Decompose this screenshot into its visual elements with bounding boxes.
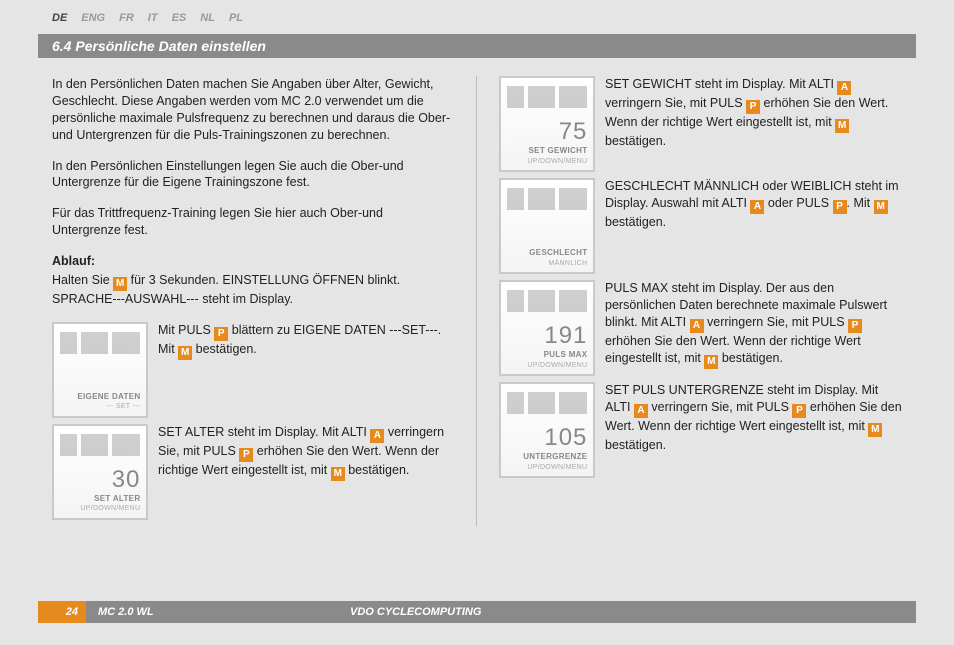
lang-eng[interactable]: ENG	[81, 12, 105, 24]
content: In den Persönlichen Daten machen Sie Ang…	[38, 58, 916, 526]
step-text: Mit PULS P blättern zu EIGENE DATEN ---S…	[158, 322, 454, 360]
puls-icon: P	[214, 327, 228, 341]
display-thumbnail: 75 SET GEWICHTUP/DOWN/MENU	[499, 76, 595, 172]
manual-page: DE ENG FR IT ES NL PL 6.4 Persönliche Daten ei…	[38, 0, 916, 645]
step-text: SET GEWICHT steht im Display. Mit ALTI A…	[605, 76, 902, 150]
menu-icon: M	[868, 423, 882, 437]
instruction-step: 191PULS MAXUP/DOWN/MENUPULS MAX steht im…	[499, 280, 902, 376]
lang-pl[interactable]: PL	[229, 12, 243, 24]
column-right: 75SET GEWICHTUP/DOWN/MENUSET GEWICHT ste…	[477, 76, 902, 526]
ablauf-heading: Ablauf:	[52, 253, 454, 270]
display-thumbnail: 191 PULS MAXUP/DOWN/MENU	[499, 280, 595, 376]
puls-icon: P	[792, 404, 806, 418]
puls-icon: P	[746, 100, 760, 114]
step-text: GESCHLECHT MÄNNLICH oder WEIBLICH steht …	[605, 178, 902, 231]
column-left: In den Persönlichen Daten machen Sie Ang…	[52, 76, 477, 526]
thumb-line2: UP/DOWN/MENU	[60, 504, 141, 513]
thumb-value: 30	[60, 468, 141, 492]
thumb-line2: MÄNNLICH	[507, 259, 588, 268]
puls-icon: P	[833, 200, 847, 214]
menu-icon: M	[178, 346, 192, 360]
alti-icon: A	[690, 319, 704, 333]
footer-brand: VDO CYCLECOMPUTING	[350, 601, 916, 623]
display-thumbnail: EIGENE DATEN--- SET ---	[52, 322, 148, 418]
page-number: 24	[38, 601, 86, 623]
language-bar: DE ENG FR IT ES NL PL	[38, 0, 916, 30]
thumb-line1: SET ALTER	[60, 494, 141, 505]
thumb-value: 105	[507, 426, 588, 450]
intro-paragraph: Für das Trittfrequenz-Training legen Sie…	[52, 205, 454, 239]
instruction-step: 30 SET ALTERUP/DOWN/MENU SET ALTER steht i…	[52, 424, 454, 520]
thumb-line1: PULS MAX	[507, 350, 588, 361]
menu-icon: M	[331, 467, 345, 481]
thumb-line2: --- SET ---	[60, 402, 141, 411]
step-text: SET ALTER steht im Display. Mit ALTI A v…	[158, 424, 454, 481]
alti-icon: A	[837, 81, 851, 95]
puls-icon: P	[239, 448, 253, 462]
instruction-step: EIGENE DATEN--- SET --- Mit PULS P blätte…	[52, 322, 454, 418]
thumb-line1: UNTERGRENZE	[507, 452, 588, 463]
lang-de[interactable]: DE	[52, 12, 67, 24]
thumb-line2: UP/DOWN/MENU	[507, 157, 588, 166]
thumb-value: 75	[507, 120, 588, 144]
lang-fr[interactable]: FR	[119, 12, 134, 24]
alti-icon: A	[634, 404, 648, 418]
alti-icon: A	[370, 429, 384, 443]
thumb-line1: EIGENE DATEN	[60, 392, 141, 403]
section-title: 6.4 Persönliche Daten einstellen	[38, 34, 916, 58]
menu-icon: M	[704, 355, 718, 369]
lang-nl[interactable]: NL	[200, 12, 215, 24]
display-thumbnail: 30 SET ALTERUP/DOWN/MENU	[52, 424, 148, 520]
thumb-value: 191	[507, 324, 588, 348]
menu-icon: M	[835, 119, 849, 133]
alti-icon: A	[750, 200, 764, 214]
step-text: SET PULS UNTERGRENZE steht im Display. M…	[605, 382, 902, 454]
thumb-line2: UP/DOWN/MENU	[507, 361, 588, 370]
thumb-line1: GESCHLECHT	[507, 248, 588, 259]
intro-block: In den Persönlichen Daten machen Sie Ang…	[52, 76, 454, 239]
instruction-step: GESCHLECHTMÄNNLICHGESCHLECHT MÄNNLICH od…	[499, 178, 902, 274]
intro-paragraph: In den Persönlichen Einstellungen legen …	[52, 158, 454, 192]
thumb-line1: SET GEWICHT	[507, 146, 588, 157]
instruction-step: 75 SET GEWICHTUP/DOWN/MENU SET GEWICHT ste…	[499, 76, 902, 172]
thumb-line2: UP/DOWN/MENU	[507, 463, 588, 472]
ablauf-text: Halten Sie M für 3 Sekunden. EINSTELLUNG…	[52, 272, 454, 308]
display-thumbnail: 105 UNTERGRENZEUP/DOWN/MENU	[499, 382, 595, 478]
lang-es[interactable]: ES	[172, 12, 187, 24]
lang-it[interactable]: IT	[148, 12, 158, 24]
display-thumbnail: GESCHLECHTMÄNNLICH	[499, 178, 595, 274]
instruction-step: 105 UNTERGRENZEUP/DOWN/MENU SET PULS UNTER…	[499, 382, 902, 478]
puls-icon: P	[848, 319, 862, 333]
menu-icon: M	[113, 277, 127, 291]
intro-paragraph: In den Persönlichen Daten machen Sie Ang…	[52, 76, 454, 144]
menu-icon: M	[874, 200, 888, 214]
footer-model: MC 2.0 WL	[86, 601, 350, 623]
page-footer: 24 MC 2.0 WL VDO CYCLECOMPUTING	[38, 601, 916, 623]
step-text: PULS MAX steht im Display. Der aus den p…	[605, 280, 902, 369]
